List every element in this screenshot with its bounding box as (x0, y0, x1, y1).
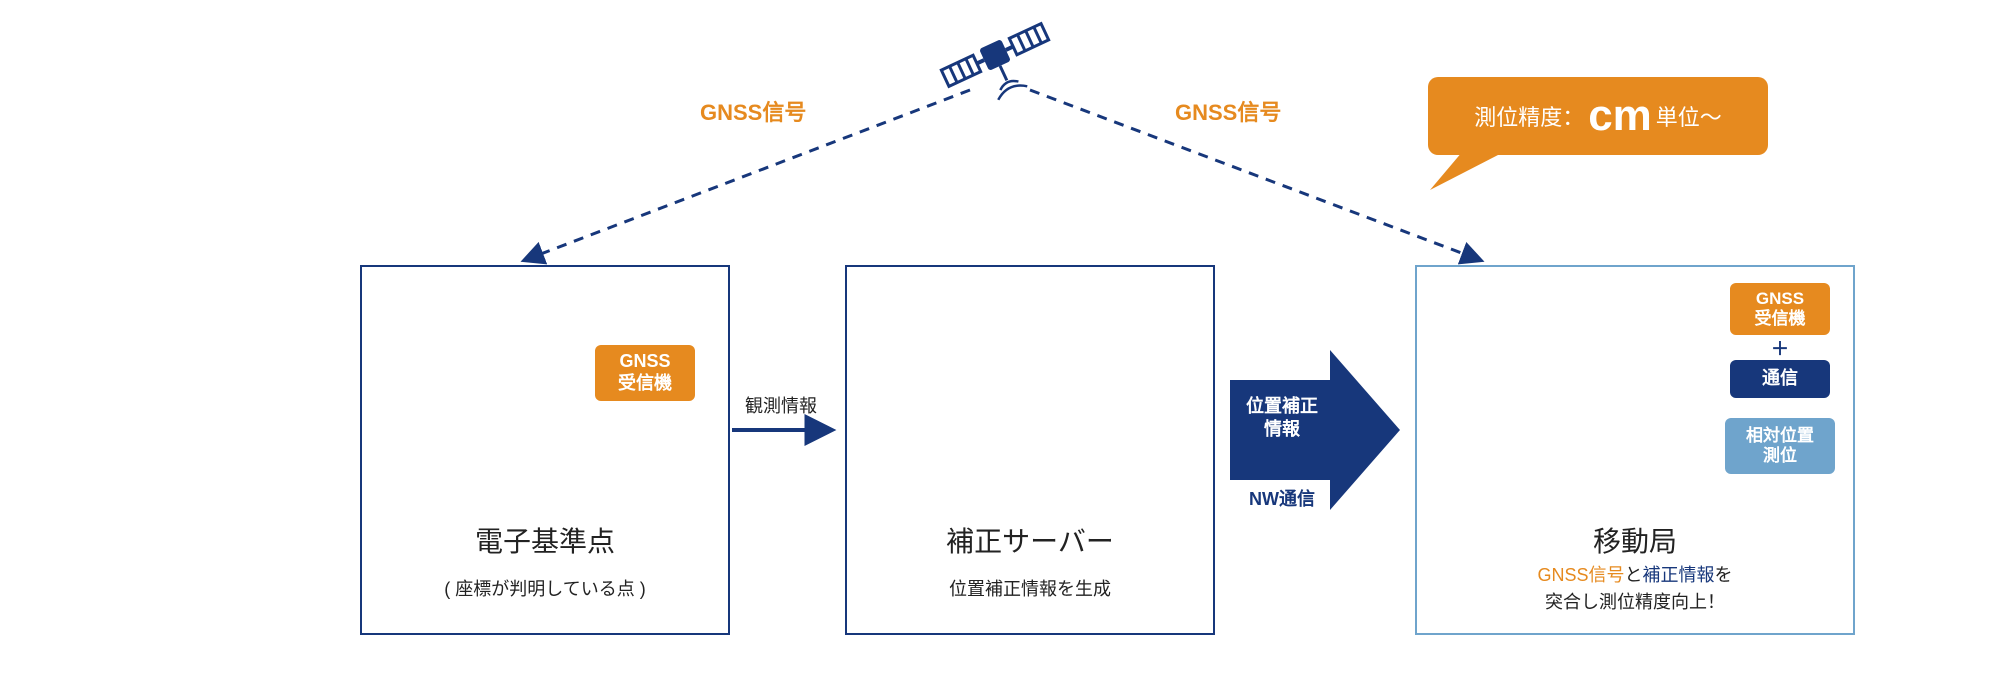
desc-part: 補正情報 (1643, 565, 1715, 585)
desc-part: と (1625, 565, 1643, 585)
gnss-signal-label-right: GNSS信号 (1175, 95, 1281, 127)
corr-line: 位置補正 (1246, 396, 1318, 416)
satellite-icon (940, 21, 1063, 116)
badge-line: GNSS (619, 351, 670, 373)
nw-comm-label: NW通信 (1232, 485, 1332, 511)
badge-line: 測位 (1763, 446, 1797, 466)
observation-label: 観測情報 (745, 392, 817, 418)
mobile-station-title: 移動局 (1415, 520, 1855, 560)
callout-suffix: 単位〜 (1656, 100, 1722, 132)
relative-position-badge: 相対位置 測位 (1725, 418, 1835, 474)
gnss-signal-label-left: GNSS信号 (700, 95, 806, 127)
correction-server-title: 補正サーバー (845, 520, 1215, 560)
plus-sign: ＋ (1730, 335, 1830, 361)
desc-part: を (1715, 565, 1733, 585)
callout-prefix: 測位精度： (1474, 100, 1584, 132)
desc-line2: 突合し測位精度向上！ (1545, 592, 1725, 612)
correction-server-subtitle: 位置補正情報を生成 (845, 575, 1215, 601)
badge-line: 通信 (1762, 368, 1798, 390)
correction-label: 位置補正 情報 (1232, 395, 1332, 442)
callout-big: cm (1588, 94, 1652, 138)
gnss-receiver-badge-2: GNSS 受信機 (1730, 283, 1830, 335)
badge-line: 受信機 (618, 373, 672, 395)
mobile-station-desc: GNSS信号と補正情報を 突合し測位精度向上！ (1415, 562, 1855, 616)
desc-part: GNSS信号 (1537, 565, 1624, 585)
badge-line: 相対位置 (1746, 426, 1814, 446)
accuracy-callout: 測位精度： cm 単位〜 (1428, 77, 1768, 155)
comm-badge: 通信 (1730, 360, 1830, 398)
badge-line: GNSS (1756, 289, 1804, 309)
reference-station-subtitle: ( 座標が判明している点 ) (360, 575, 730, 601)
badge-line: 受信機 (1755, 309, 1806, 329)
reference-station-title: 電子基準点 (360, 520, 730, 560)
corr-line: 情報 (1264, 419, 1300, 439)
gnss-receiver-badge-1: GNSS 受信機 (595, 345, 695, 401)
